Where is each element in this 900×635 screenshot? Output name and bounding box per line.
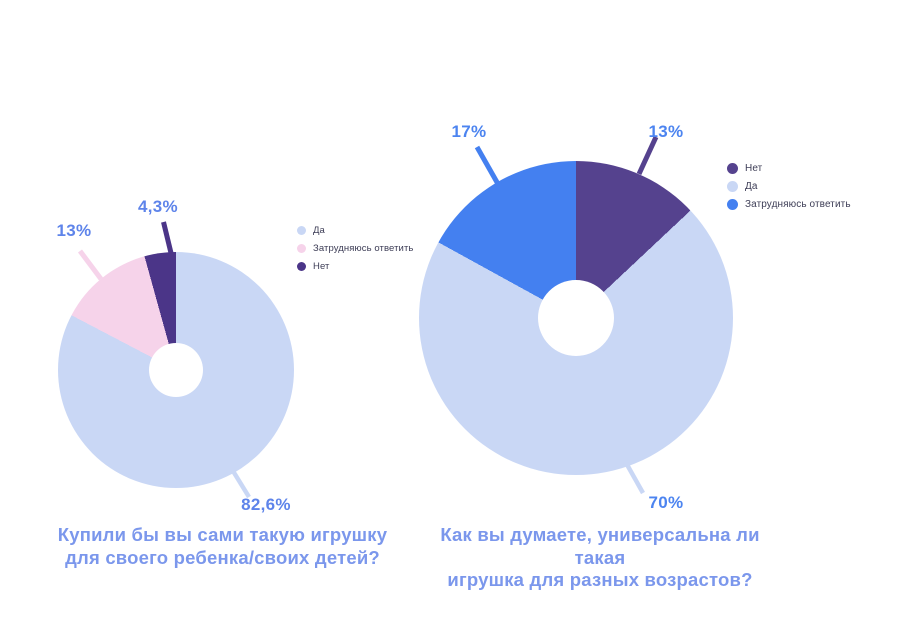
callout-line-left-yes <box>231 469 251 499</box>
right-chart-legend: Нет Да Затрудняюсь ответить <box>727 159 851 213</box>
left-chart-legend: Да Затрудняюсь ответить Нет <box>297 221 413 275</box>
legend-item-no: Нет <box>297 257 413 275</box>
legend-label: Нет <box>745 162 763 174</box>
legend-dot-no-icon <box>297 261 306 271</box>
legend-item-yes: Да <box>727 177 851 195</box>
percent-label-left-yes: 82,6% <box>241 495 291 514</box>
percent-label-right-undecided: 17% <box>451 122 487 141</box>
percent-label-left-undecided: 13% <box>56 221 92 240</box>
right-chart-title: Как вы думаете, универсальна ли такая иг… <box>415 524 785 592</box>
callout-line-right-undecided <box>474 145 501 186</box>
legend-label: Да <box>313 224 325 236</box>
percent-label-right-no: 13% <box>648 122 684 141</box>
left-chart-title-line2: для своего ребенка/своих детей? <box>65 546 380 568</box>
left-chart-title-line1: Купили бы вы сами такую игрушку <box>57 524 388 545</box>
legend-dot-undecided-icon <box>727 198 738 210</box>
legend-dot-yes-icon <box>727 180 738 192</box>
legend-dot-undecided-icon <box>297 243 306 253</box>
legend-dot-no-icon <box>727 162 738 174</box>
legend-label: Да <box>745 180 758 192</box>
callout-line-left-no <box>161 221 174 254</box>
callout-line-left-undecided <box>78 249 103 281</box>
left-donut-hole <box>149 343 203 397</box>
legend-label: Затрудняюсь ответить <box>745 198 851 210</box>
legend-item-no: Нет <box>727 159 851 177</box>
legend-dot-yes-icon <box>297 225 306 235</box>
right-chart-title-line2: игрушка для разных возрастов? <box>447 569 753 590</box>
percent-label-right-yes: 70% <box>648 493 684 512</box>
right-chart-title-line1: Как вы думаете, универсальна ли такая <box>440 524 760 568</box>
legend-label: Затрудняюсь ответить <box>313 242 414 254</box>
left-donut-chart <box>58 252 294 488</box>
legend-item-undecided: Затрудняюсь ответить <box>727 195 851 213</box>
legend-item-undecided: Затрудняюсь ответить <box>297 239 413 257</box>
legend-item-yes: Да <box>297 221 413 239</box>
right-donut-chart <box>419 161 733 475</box>
left-chart-title: Купили бы вы сами такую игрушку для свое… <box>40 524 405 569</box>
percent-label-left-no: 4,3% <box>138 197 178 216</box>
legend-label: Нет <box>313 260 330 272</box>
callout-line-right-no <box>636 135 659 176</box>
right-donut-hole <box>538 280 614 356</box>
